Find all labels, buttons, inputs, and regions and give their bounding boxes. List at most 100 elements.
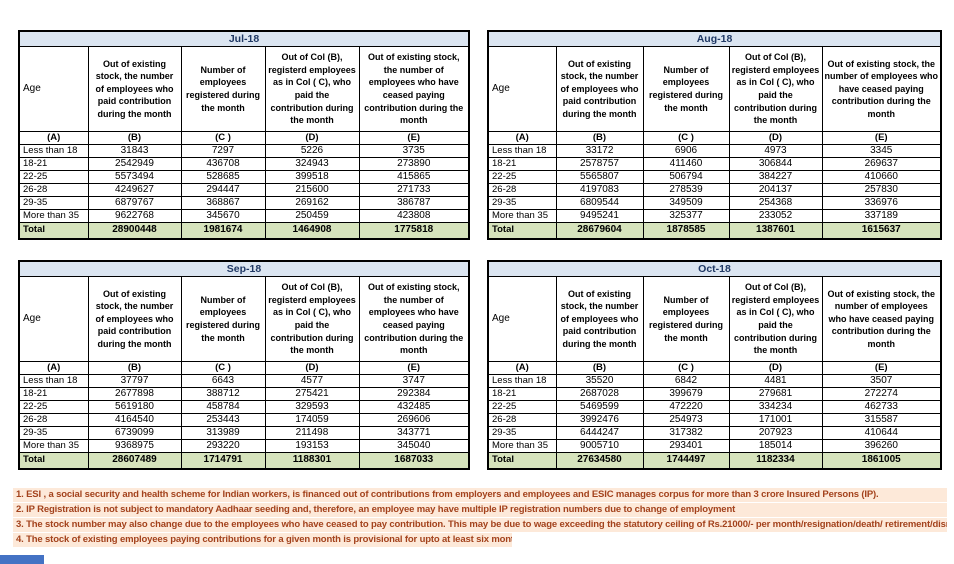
month-table-Sep-18: Sep-18 Age Out of existing stock, the numb… [18,260,471,470]
column-letter: (B) [87,131,182,145]
table-row: 26-28 4164540 253443 174059 269606 [18,413,470,427]
value-cell: 462733 [821,400,942,414]
table-row: Less than 18 31843 7297 5226 3735 [18,144,470,158]
sheet-tab-fragment [0,555,44,564]
column-header: Out of existing stock, the number of emp… [87,46,182,132]
value-cell: 4577 [264,374,360,388]
age-label: 22-25 [18,400,89,414]
column-header: Out of existing stock, the number of emp… [358,276,470,362]
age-column-header: Age [487,46,557,132]
value-cell: 9622768 [87,209,182,223]
column-header: Number of employees registered during th… [642,276,730,362]
value-cell: 315587 [821,413,942,427]
total-value: 28607489 [87,452,182,469]
value-cell: 294447 [180,183,266,197]
total-row: Total 27634580 1744497 1182334 1861005 [487,452,942,469]
value-cell: 432485 [358,400,470,414]
column-letter: (D) [264,131,360,145]
total-value: 1714791 [180,452,266,469]
data-table: Sep-18 Age Out of existing stock, the numb… [18,260,471,470]
age-label: More than 35 [18,209,89,223]
value-cell: 2542949 [87,157,182,171]
age-label: 18-21 [487,387,557,401]
value-cell: 3735 [358,144,470,158]
total-row: Total 28679604 1878585 1387601 1615637 [487,222,942,239]
table-row: 26-28 3992476 254973 171001 315587 [487,413,942,427]
data-table: Oct-18 Age Out of existing stock, the numb… [487,260,942,470]
value-cell: 293401 [642,439,730,453]
value-cell: 272274 [821,387,942,401]
value-cell: 436708 [180,157,266,171]
column-header: Out of existing stock, the number of emp… [555,276,644,362]
value-cell: 185014 [728,439,823,453]
value-cell: 334234 [728,400,823,414]
value-cell: 306844 [728,157,823,171]
value-cell: 4973 [728,144,823,158]
data-table: Jul-18 Age Out of existing stock, the numb… [18,30,471,240]
value-cell: 37797 [87,374,182,388]
table-row: 18-21 2542949 436708 324943 273890 [18,157,470,171]
table-row: 29-35 6444247 317382 207923 410644 [487,426,942,440]
value-cell: 4481 [728,374,823,388]
age-label: 26-28 [487,413,557,427]
value-cell: 345670 [180,209,266,223]
age-label: 29-35 [18,196,89,210]
value-cell: 4164540 [87,413,182,427]
table-row: 29-35 6739099 313989 211498 343771 [18,426,470,440]
value-cell: 278539 [642,183,730,197]
column-letter: (B) [87,361,182,375]
column-letter: (B) [555,131,644,145]
column-letter: (C ) [180,361,266,375]
value-cell: 345040 [358,439,470,453]
age-label: 29-35 [18,426,89,440]
value-cell: 292384 [358,387,470,401]
value-cell: 271733 [358,183,470,197]
age-label: 29-35 [487,196,557,210]
value-cell: 269637 [821,157,942,171]
value-cell: 2677898 [87,387,182,401]
total-label: Total [18,222,89,239]
table-row: 18-21 2687028 399679 279681 272274 [487,387,942,401]
age-label: Less than 18 [487,374,557,388]
age-label: 22-25 [487,170,557,184]
value-cell: 171001 [728,413,823,427]
total-value: 28679604 [555,222,644,239]
value-cell: 528685 [180,170,266,184]
value-cell: 5565807 [555,170,644,184]
value-cell: 3992476 [555,413,644,427]
value-cell: 396260 [821,439,942,453]
total-label: Total [18,452,89,469]
table-row: 26-28 4249627 294447 215600 271733 [18,183,470,197]
age-column-header: Age [487,276,557,362]
value-cell: 368867 [180,196,266,210]
value-cell: 6809544 [555,196,644,210]
value-cell: 207923 [728,426,823,440]
age-label: 26-28 [18,183,89,197]
value-cell: 215600 [264,183,360,197]
age-label: 18-21 [487,157,557,171]
table-row: 22-25 5619180 458784 329593 432485 [18,400,470,414]
column-letter: (A) [487,361,557,375]
value-cell: 324943 [264,157,360,171]
value-cell: 506794 [642,170,730,184]
total-value: 1687033 [358,452,470,469]
month-title: Aug-18 [487,30,942,47]
value-cell: 6739099 [87,426,182,440]
total-value: 1615637 [821,222,942,239]
value-cell: 399679 [642,387,730,401]
value-cell: 6879767 [87,196,182,210]
column-letter: (A) [487,131,557,145]
value-cell: 4197083 [555,183,644,197]
footnote-line: 3. The stock number may also change due … [13,518,947,532]
value-cell: 33172 [555,144,644,158]
table-row: Less than 18 33172 6906 4973 3345 [487,144,942,158]
footnote-line: 1. ESI , a social security and health sc… [13,488,947,502]
age-label: More than 35 [487,209,557,223]
total-value: 1878585 [642,222,730,239]
total-value: 1464908 [264,222,360,239]
age-label: More than 35 [18,439,89,453]
value-cell: 384227 [728,170,823,184]
total-value: 27634580 [555,452,644,469]
value-cell: 273890 [358,157,470,171]
value-cell: 458784 [180,400,266,414]
